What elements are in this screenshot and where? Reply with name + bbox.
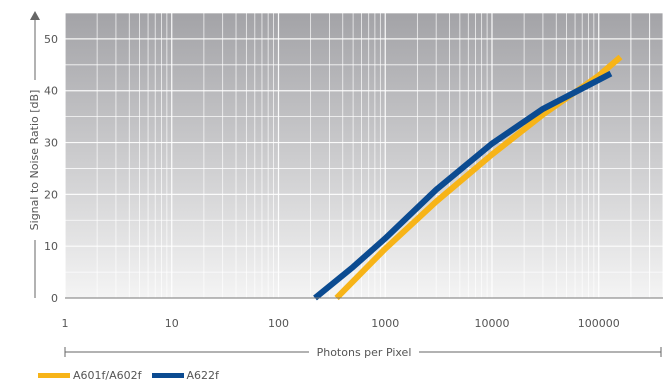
y-tick-labels: 0 10 20 30 40 50 [44,33,58,305]
series-lines [313,54,623,301]
y-tick-label: 10 [44,240,58,253]
legend-swatch-a601f [38,372,70,378]
legend: A601f/A602f A622f [38,366,219,384]
y-axis-title-group: Signal to Noise Ratio [dB] [28,11,41,298]
y-tick-label: 20 [44,188,58,201]
y-tick-label: 0 [51,292,58,305]
y-tick-label: 30 [44,137,58,150]
legend-label-a601f: A601f/A602f [73,368,142,382]
legend-swatch-a622f [151,372,184,378]
x-axis-title-group: Photons per Pixel [64,346,662,359]
y-axis-title: Signal to Noise Ratio [dB] [28,90,41,231]
x-tick-label: 1000 [371,317,399,330]
y-tick-label: 40 [44,85,58,98]
x-tick-label: 10 [165,317,179,330]
grid-lines [64,12,663,299]
legend-item-a622f: A622f [151,368,219,382]
x-tick-label: 1 [62,317,69,330]
plot-area [65,13,663,298]
series-line-1 [313,70,613,301]
x-tick-label: 100 [268,317,289,330]
x-tick-label: 100000 [578,317,620,330]
series-line-0 [334,54,623,301]
y-tick-label: 50 [44,33,58,46]
legend-label-a622f: A622f [186,368,219,382]
x-tick-labels: 1 10 100 1000 10000 100000 [62,317,620,330]
legend-item-a601f: A601f/A602f [38,369,142,382]
x-tick-label: 10000 [474,317,509,330]
x-axis-title: Photons per Pixel [317,346,412,359]
